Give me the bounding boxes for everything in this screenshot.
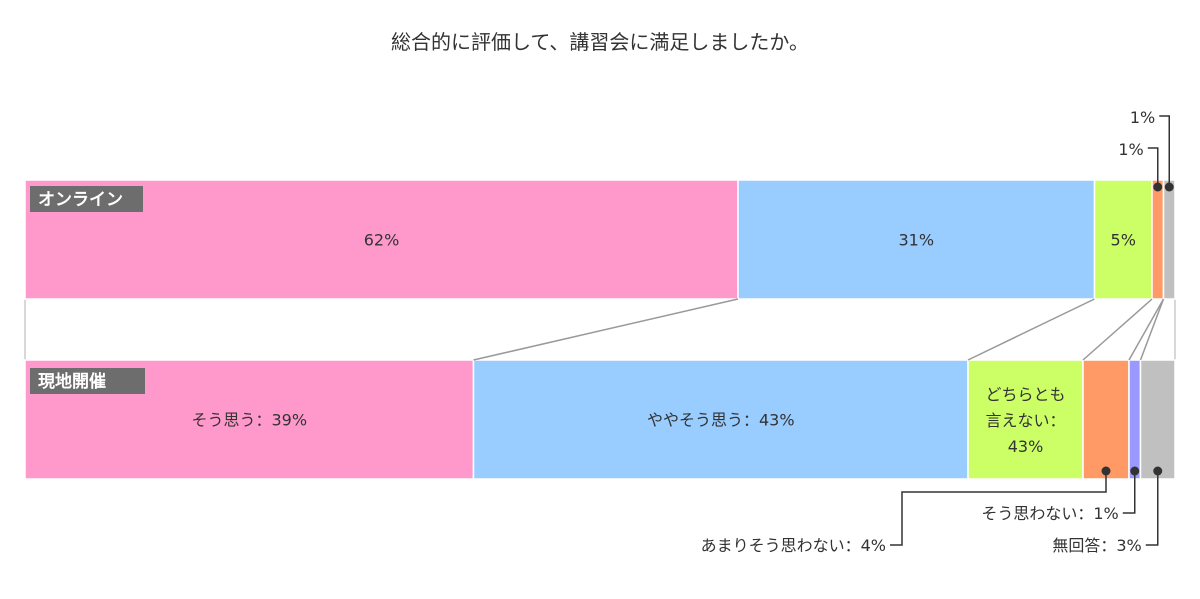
callout-line <box>1145 471 1159 546</box>
callout-line <box>1159 115 1170 187</box>
bar-segment <box>1082 359 1130 480</box>
data-label: 31% <box>898 231 934 250</box>
data-label: ややそう思う：43% <box>647 411 795 430</box>
connector-line <box>1139 298 1165 361</box>
callout-label: あまりそう思わない：4% <box>701 536 886 555</box>
callout-line <box>1122 471 1136 514</box>
data-label: 43% <box>1008 437 1044 456</box>
callout-label: そう思わない：1% <box>981 504 1118 523</box>
callout-label: 1% <box>1118 140 1143 159</box>
connector-line <box>473 298 739 361</box>
bar-segment <box>1151 179 1165 300</box>
category-label-box <box>30 186 143 212</box>
bar-segment <box>1139 359 1176 480</box>
bar-segment <box>967 359 1084 480</box>
data-label: 言えない： <box>985 411 1065 430</box>
bar-segment <box>24 179 739 300</box>
category-label: 現地開催 <box>38 371 106 392</box>
connector-line <box>1082 298 1153 361</box>
callout-label: 1% <box>1130 108 1155 127</box>
data-label: そう思う：39% <box>191 411 307 430</box>
callout-label: 無回答：3% <box>1052 536 1141 555</box>
callout-line <box>1147 147 1159 187</box>
connector-line <box>1128 298 1165 361</box>
data-label: どちらとも <box>985 385 1065 404</box>
bar-segment <box>737 179 1096 300</box>
connector-line <box>967 298 1095 361</box>
bar-segment <box>1162 179 1176 300</box>
bar-segment <box>1128 359 1142 480</box>
category-label: オンライン <box>38 190 123 210</box>
callout-line <box>890 471 1107 546</box>
category-label-box <box>30 368 145 394</box>
chart-title: 総合的に評価して、講習会に満足しましたか。 <box>391 30 809 54</box>
bar-segment <box>472 359 969 480</box>
data-label: 62% <box>364 231 400 250</box>
data-label: 5% <box>1111 231 1136 250</box>
